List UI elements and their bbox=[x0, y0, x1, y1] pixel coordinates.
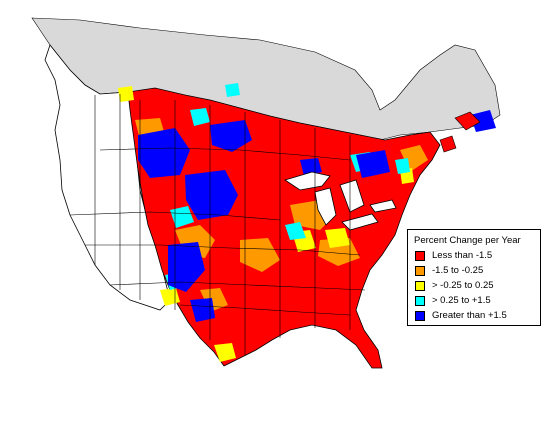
legend-label: > -0.25 to 0.25 bbox=[432, 280, 494, 291]
legend-swatch bbox=[415, 311, 425, 321]
legend-swatch bbox=[415, 251, 425, 261]
legend-label: > 0.25 to +1.5 bbox=[432, 295, 491, 306]
legend-label: -1.5 to -0.25 bbox=[432, 265, 484, 276]
legend-title: Percent Change per Year bbox=[414, 235, 521, 246]
legend-label: Greater than +1.5 bbox=[432, 310, 507, 321]
legend: Percent Change per Year Less than -1.5 -… bbox=[407, 229, 541, 326]
orange-patches bbox=[135, 118, 428, 312]
political-boundaries bbox=[69, 94, 366, 355]
legend-label: Less than -1.5 bbox=[432, 250, 493, 261]
legend-swatch bbox=[415, 296, 425, 306]
coastal-islands bbox=[439, 111, 481, 153]
western-region-outline bbox=[44, 44, 171, 311]
legend-swatch bbox=[415, 281, 425, 291]
blue-patches bbox=[138, 110, 496, 322]
legend-swatch bbox=[415, 266, 425, 276]
great-lakes bbox=[284, 171, 397, 231]
